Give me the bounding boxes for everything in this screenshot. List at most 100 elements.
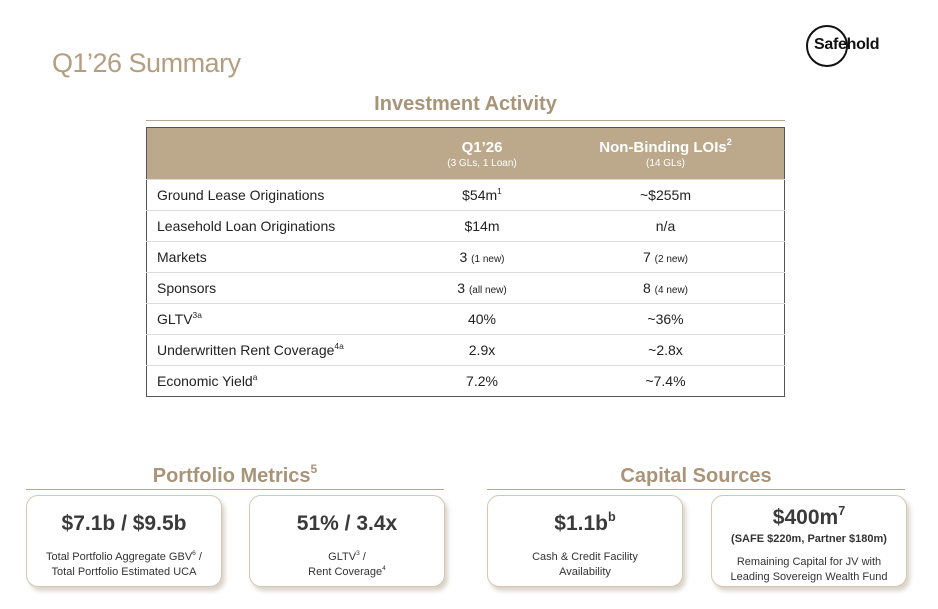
row-label-sup: a <box>252 371 258 382</box>
row-label: Underwritten Rent Coverage4a <box>146 334 417 366</box>
card-desc-tail: / <box>359 551 366 563</box>
card-desc-line1: GLTV <box>328 551 357 563</box>
row-label: Markets <box>146 241 417 273</box>
card-value: $400m7 <box>712 503 906 530</box>
page-title: Q1’26 Summary <box>52 48 241 78</box>
header-lois-sup: 2 <box>726 136 732 147</box>
row-q1-26-value: 40% <box>417 303 547 335</box>
table-row: Markets 3 (1 new) 7 (2 new) <box>146 241 785 273</box>
cell-note: (2 new) <box>654 254 689 265</box>
card-value-sup: 7 <box>838 503 846 518</box>
cell-value: ~$255m <box>640 187 691 203</box>
table-row: Leasehold Loan Originations $14m n/a <box>146 210 785 242</box>
capital-card-jv: $400m7 (SAFE $220m, Partner $180m) Remai… <box>711 495 907 587</box>
cell-value: 7 <box>642 249 651 265</box>
table-header-row: Q1’26 (3 GLs, 1 Loan) Non-Binding LOIs2 … <box>146 127 785 180</box>
card-desc-line2: Availability <box>559 566 611 578</box>
header-blank <box>146 127 417 180</box>
row-label-text: Sponsors <box>157 280 217 296</box>
cell-value: n/a <box>655 218 676 234</box>
card-description: Cash & Credit Facility Availability <box>488 550 682 580</box>
row-label: GLTV3a <box>146 303 417 335</box>
table-row: Underwritten Rent Coverage4a 2.9x ~2.8x <box>146 334 785 366</box>
card-desc-line2: Total Portfolio Estimated UCA <box>51 566 197 578</box>
row-label-sup: 3a <box>192 309 202 320</box>
row-label: Economic Yielda <box>146 365 417 397</box>
card-value: 51% / 3.4x <box>296 512 398 535</box>
card-description: GLTV3 / Rent Coverage4 <box>250 550 444 580</box>
portfolio-metrics-title: Portfolio Metrics <box>152 465 311 487</box>
row-q1-26-value: $54m1 <box>417 179 547 211</box>
card-desc-line1: Remaining Capital for JV with <box>736 556 882 568</box>
row-q1-26-value: 3 (1 new) <box>417 241 547 273</box>
row-label-text: Economic Yield <box>157 373 253 389</box>
logo-circle-icon <box>806 25 848 67</box>
row-label-text: Underwritten Rent Coverage <box>157 342 335 358</box>
row-label: Sponsors <box>146 272 417 304</box>
header-lois-title: Non-Binding LOIs <box>599 138 727 156</box>
portfolio-card-gbv-uca: $7.1b / $9.5b Total Portfolio Aggregate … <box>26 495 222 587</box>
row-lois-value: ~36% <box>547 303 785 335</box>
capital-sources-rule <box>487 489 905 490</box>
cell-value: 3 <box>459 249 468 265</box>
row-lois-value: ~2.8x <box>547 334 785 366</box>
card-desc-line1: Total Portfolio Aggregate GBV <box>46 551 193 563</box>
row-label: Leasehold Loan Originations <box>146 210 417 242</box>
header-q1-26-sub: (3 GLs, 1 Loan) <box>447 157 517 169</box>
header-lois-sub: (14 GLs) <box>646 157 685 169</box>
row-lois-value: 8 (4 new) <box>547 272 785 304</box>
row-q1-26-value: $14m <box>417 210 547 242</box>
cell-value: ~2.8x <box>648 342 683 358</box>
cell-value: ~36% <box>647 311 684 327</box>
table-row: Economic Yielda 7.2% ~7.4% <box>146 365 785 397</box>
row-lois-value: ~$255m <box>547 179 785 211</box>
card-desc-sup: 3 <box>356 549 360 557</box>
table-row: Ground Lease Originations $54m1 ~$255m <box>146 179 785 211</box>
cell-value: 8 <box>642 280 651 296</box>
investment-activity-rule <box>146 120 785 121</box>
cell-note: (1 new) <box>471 254 505 265</box>
cell-value: 3 <box>457 280 466 296</box>
row-q1-26-value: 7.2% <box>417 365 547 397</box>
cell-note: (4 new) <box>654 285 689 296</box>
capital-sources-heading: Capital Sources <box>620 465 772 487</box>
card-desc-line2: Leading Sovereign Wealth Fund <box>730 571 888 583</box>
cell-value: 2.9x <box>468 342 496 358</box>
row-q1-26-value: 3 (all new) <box>417 272 547 304</box>
card-desc-sup: 6 <box>192 549 196 557</box>
logo-text: Safehold <box>814 36 880 53</box>
cell-value: 40% <box>467 311 497 327</box>
row-label: Ground Lease Originations <box>146 179 417 211</box>
row-q1-26-value: 2.9x <box>417 334 547 366</box>
cell-sup: 1 <box>497 185 502 196</box>
row-lois-value: ~7.4% <box>547 365 785 397</box>
card-desc-line2-sup: 4 <box>382 564 386 572</box>
card-value-text: $400m <box>772 506 839 529</box>
row-label-text: GLTV <box>157 311 193 327</box>
card-desc-line2: Rent Coverage <box>308 566 383 578</box>
card-value: $1.1bb <box>488 509 682 536</box>
portfolio-card-gltv-coverage: 51% / 3.4x GLTV3 / Rent Coverage4 <box>249 495 445 587</box>
row-lois-value: 7 (2 new) <box>547 241 785 273</box>
cell-value: $14m <box>464 218 500 234</box>
card-value-sup: b <box>608 509 616 524</box>
row-label-text: Leasehold Loan Originations <box>157 218 336 234</box>
card-subvalue: (SAFE $220m, Partner $180m) <box>731 533 887 545</box>
header-q1-26-title: Q1’26 <box>461 138 503 156</box>
card-desc-tail: / <box>195 551 202 563</box>
card-description: Total Portfolio Aggregate GBV6 / Total P… <box>27 550 221 580</box>
portfolio-metrics-heading: Portfolio Metrics5 <box>26 462 444 488</box>
row-lois-value: n/a <box>547 210 785 242</box>
table-row: Sponsors 3 (all new) 8 (4 new) <box>146 272 785 304</box>
investment-activity-table: Q1’26 (3 GLs, 1 Loan) Non-Binding LOIs2 … <box>146 127 785 397</box>
card-description: Remaining Capital for JV with Leading So… <box>712 555 906 585</box>
investment-activity-heading: Investment Activity <box>374 93 557 115</box>
row-label-text: Ground Lease Originations <box>157 187 325 203</box>
portfolio-metrics-sup: 5 <box>310 462 318 477</box>
card-value: $7.1b / $9.5b <box>61 512 187 535</box>
cell-value: 7.2% <box>466 373 498 389</box>
header-q1-26: Q1’26 (3 GLs, 1 Loan) <box>417 127 547 180</box>
cell-note: (all new) <box>468 285 507 296</box>
row-label-sup: 4a <box>334 340 344 351</box>
card-value-text: $1.1b <box>554 512 608 535</box>
